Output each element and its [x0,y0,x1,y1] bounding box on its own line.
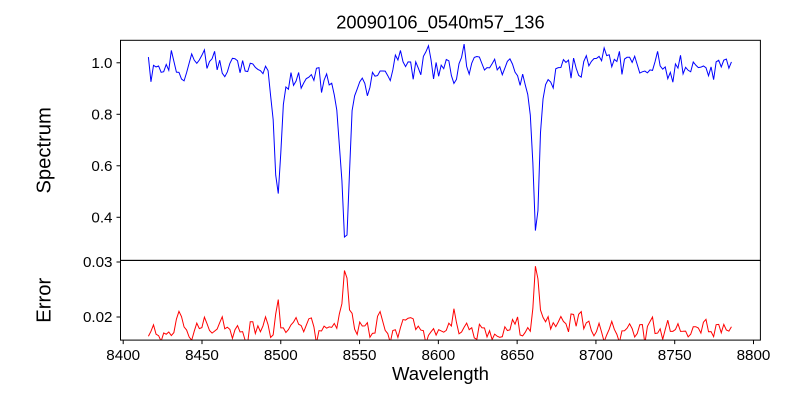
svg-text:Error: Error [34,278,56,323]
svg-text:8650: 8650 [500,347,534,364]
svg-text:8400: 8400 [106,347,140,364]
svg-text:8700: 8700 [579,347,613,364]
svg-text:1.0: 1.0 [91,55,112,72]
svg-text:0.8: 0.8 [91,106,112,123]
svg-text:8800: 8800 [737,347,771,364]
svg-text:8750: 8750 [658,347,692,364]
svg-text:20090106_0540m57_136: 20090106_0540m57_136 [336,11,544,33]
svg-text:Wavelength: Wavelength [392,363,489,384]
svg-text:8500: 8500 [264,347,298,364]
svg-text:8550: 8550 [343,347,377,364]
svg-text:0.03: 0.03 [83,254,113,271]
svg-text:0.6: 0.6 [91,158,112,175]
svg-text:8450: 8450 [185,347,219,364]
svg-text:Spectrum: Spectrum [34,107,56,193]
svg-text:8600: 8600 [421,347,455,364]
svg-text:0.4: 0.4 [91,209,112,226]
svg-text:0.02: 0.02 [83,309,113,326]
